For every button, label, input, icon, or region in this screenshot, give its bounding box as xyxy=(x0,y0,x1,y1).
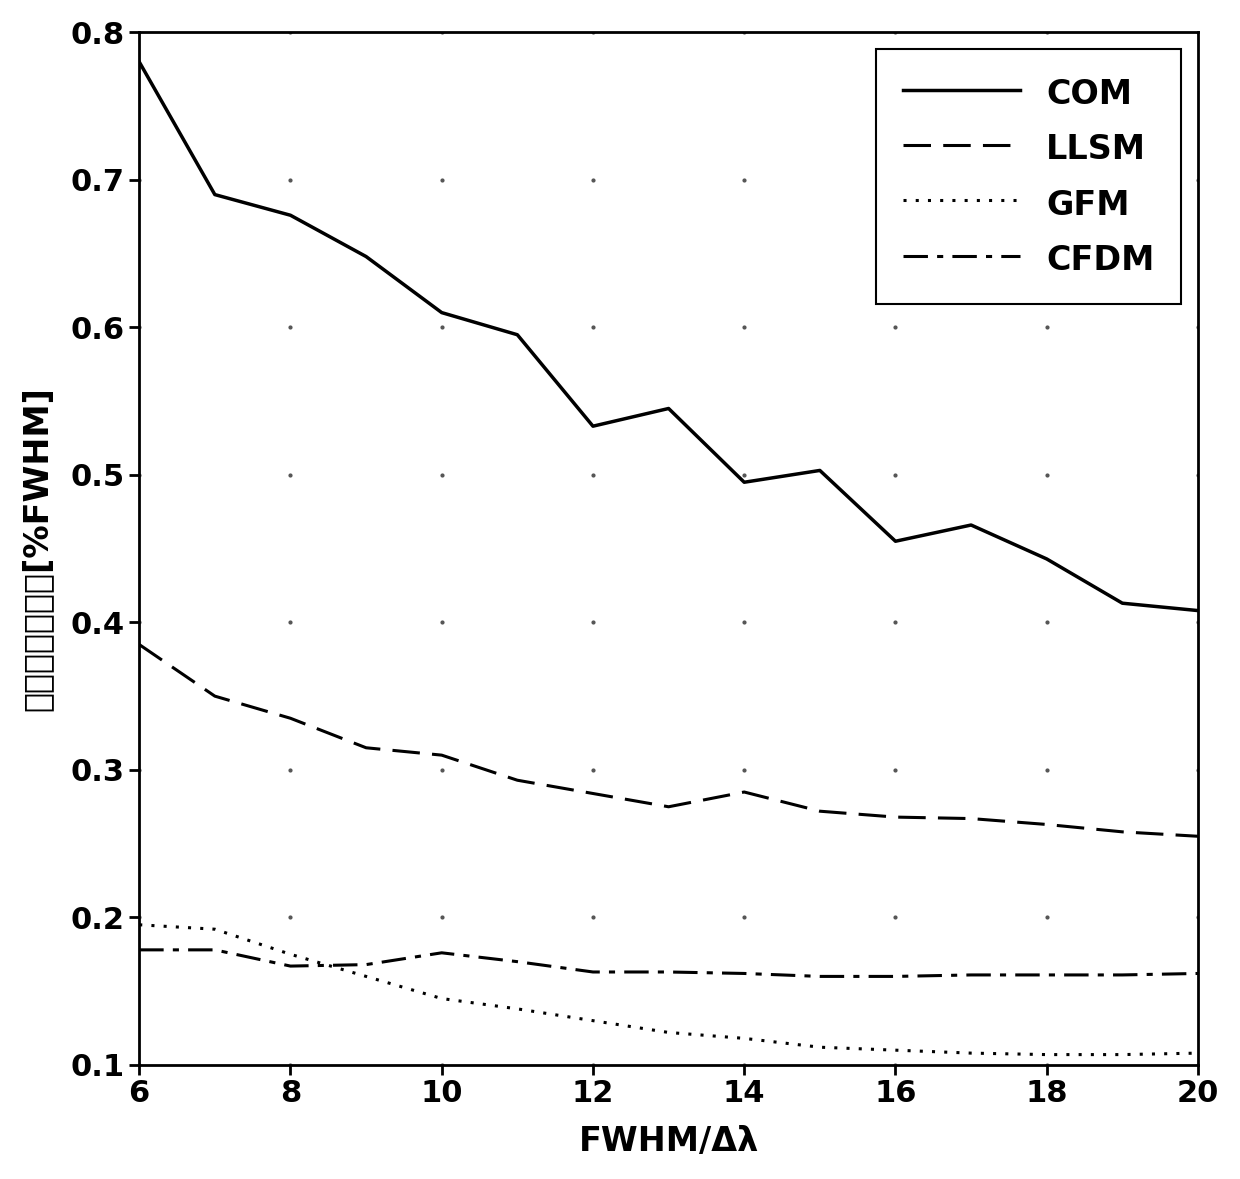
LLSM xyxy=(283,711,298,725)
GFM xyxy=(358,969,373,983)
GFM xyxy=(283,947,298,961)
Legend: COM, LLSM, GFM, CFDM: COM, LLSM, GFM, CFDM xyxy=(877,50,1182,304)
CFDM xyxy=(1190,967,1205,981)
GFM xyxy=(510,1002,525,1016)
COM xyxy=(812,463,827,477)
COM xyxy=(510,328,525,342)
CFDM xyxy=(1039,968,1054,982)
COM xyxy=(283,209,298,223)
CFDM xyxy=(1115,968,1130,982)
LLSM xyxy=(434,747,449,762)
GFM xyxy=(737,1032,751,1046)
Line: GFM: GFM xyxy=(139,924,1198,1054)
CFDM xyxy=(737,967,751,981)
LLSM xyxy=(963,811,978,825)
COM xyxy=(131,54,146,68)
CFDM xyxy=(358,957,373,971)
COM xyxy=(963,518,978,532)
LLSM xyxy=(737,785,751,799)
CFDM xyxy=(434,946,449,960)
Y-axis label: 峰値提取标准差[%FWHM]: 峰値提取标准差[%FWHM] xyxy=(21,387,53,711)
CFDM xyxy=(888,969,903,983)
LLSM xyxy=(661,799,676,814)
GFM xyxy=(1115,1047,1130,1061)
CFDM xyxy=(510,955,525,969)
X-axis label: FWHM/Δλ: FWHM/Δλ xyxy=(579,1125,759,1158)
Line: CFDM: CFDM xyxy=(139,950,1198,976)
CFDM xyxy=(812,969,827,983)
COM xyxy=(737,475,751,489)
GFM xyxy=(1190,1046,1205,1060)
LLSM xyxy=(1115,825,1130,839)
GFM xyxy=(888,1043,903,1058)
GFM xyxy=(1039,1047,1054,1061)
Line: LLSM: LLSM xyxy=(139,645,1198,836)
GFM xyxy=(585,1014,600,1028)
COM xyxy=(207,187,222,202)
LLSM xyxy=(812,804,827,818)
COM xyxy=(888,534,903,548)
LLSM xyxy=(131,638,146,652)
LLSM xyxy=(888,810,903,824)
LLSM xyxy=(585,786,600,801)
LLSM xyxy=(1039,817,1054,831)
GFM xyxy=(812,1040,827,1054)
GFM xyxy=(963,1046,978,1060)
GFM xyxy=(434,992,449,1006)
CFDM xyxy=(963,968,978,982)
COM xyxy=(585,419,600,433)
LLSM xyxy=(510,773,525,788)
COM xyxy=(1039,552,1054,566)
CFDM xyxy=(661,964,676,979)
COM xyxy=(434,305,449,320)
CFDM xyxy=(207,943,222,957)
LLSM xyxy=(358,740,373,755)
COM xyxy=(1115,597,1130,611)
COM xyxy=(661,401,676,415)
LLSM xyxy=(1190,829,1205,843)
GFM xyxy=(661,1026,676,1040)
CFDM xyxy=(131,943,146,957)
CFDM xyxy=(585,964,600,979)
GFM xyxy=(207,922,222,936)
CFDM xyxy=(283,959,298,973)
Line: COM: COM xyxy=(139,61,1198,611)
COM xyxy=(358,250,373,264)
LLSM xyxy=(207,689,222,703)
COM xyxy=(1190,604,1205,618)
GFM xyxy=(131,917,146,931)
